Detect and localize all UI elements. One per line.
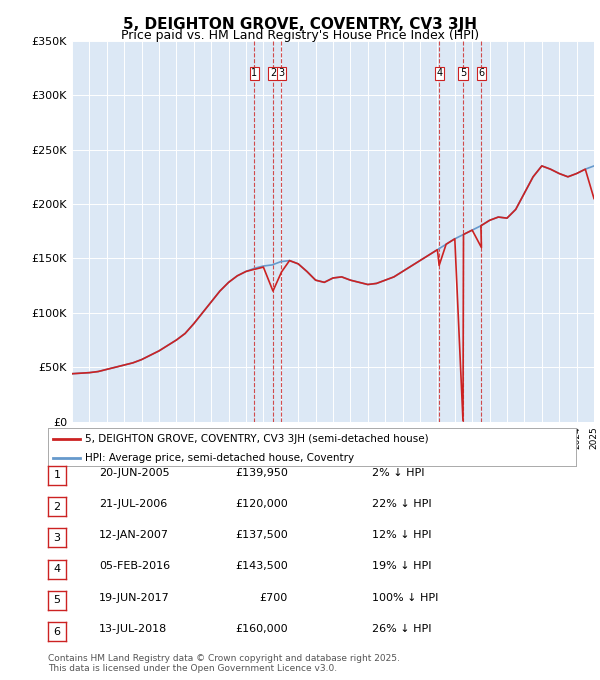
Text: 05-FEB-2016: 05-FEB-2016 <box>99 562 170 571</box>
Text: £700: £700 <box>260 593 288 602</box>
Text: 1: 1 <box>251 69 257 78</box>
Text: 4: 4 <box>436 69 442 78</box>
Text: 21-JUL-2006: 21-JUL-2006 <box>99 499 167 509</box>
Text: 4: 4 <box>53 564 61 574</box>
Text: 5, DEIGHTON GROVE, COVENTRY, CV3 3JH (semi-detached house): 5, DEIGHTON GROVE, COVENTRY, CV3 3JH (se… <box>85 434 428 444</box>
Text: 19% ↓ HPI: 19% ↓ HPI <box>372 562 431 571</box>
Text: HPI: Average price, semi-detached house, Coventry: HPI: Average price, semi-detached house,… <box>85 453 354 462</box>
Text: 5: 5 <box>53 596 61 605</box>
Text: Contains HM Land Registry data © Crown copyright and database right 2025.
This d: Contains HM Land Registry data © Crown c… <box>48 653 400 673</box>
Text: £137,500: £137,500 <box>235 530 288 540</box>
Text: £120,000: £120,000 <box>235 499 288 509</box>
Text: 5: 5 <box>460 69 466 78</box>
Text: 6: 6 <box>478 69 484 78</box>
Text: 1: 1 <box>53 471 61 480</box>
Text: 12% ↓ HPI: 12% ↓ HPI <box>372 530 431 540</box>
Text: 2% ↓ HPI: 2% ↓ HPI <box>372 468 425 477</box>
Text: £143,500: £143,500 <box>235 562 288 571</box>
Text: 20-JUN-2005: 20-JUN-2005 <box>99 468 170 477</box>
Text: 13-JUL-2018: 13-JUL-2018 <box>99 624 167 634</box>
Text: 3: 3 <box>53 533 61 543</box>
Text: 2: 2 <box>53 502 61 511</box>
Text: Price paid vs. HM Land Registry's House Price Index (HPI): Price paid vs. HM Land Registry's House … <box>121 29 479 42</box>
Text: £139,950: £139,950 <box>235 468 288 477</box>
Text: 26% ↓ HPI: 26% ↓ HPI <box>372 624 431 634</box>
Text: 12-JAN-2007: 12-JAN-2007 <box>99 530 169 540</box>
Text: 2: 2 <box>270 69 276 78</box>
Text: 100% ↓ HPI: 100% ↓ HPI <box>372 593 439 602</box>
Text: 3: 3 <box>278 69 284 78</box>
Text: 6: 6 <box>53 627 61 636</box>
Text: 22% ↓ HPI: 22% ↓ HPI <box>372 499 431 509</box>
Text: 5, DEIGHTON GROVE, COVENTRY, CV3 3JH: 5, DEIGHTON GROVE, COVENTRY, CV3 3JH <box>123 17 477 32</box>
Text: £160,000: £160,000 <box>235 624 288 634</box>
Text: 19-JUN-2017: 19-JUN-2017 <box>99 593 170 602</box>
